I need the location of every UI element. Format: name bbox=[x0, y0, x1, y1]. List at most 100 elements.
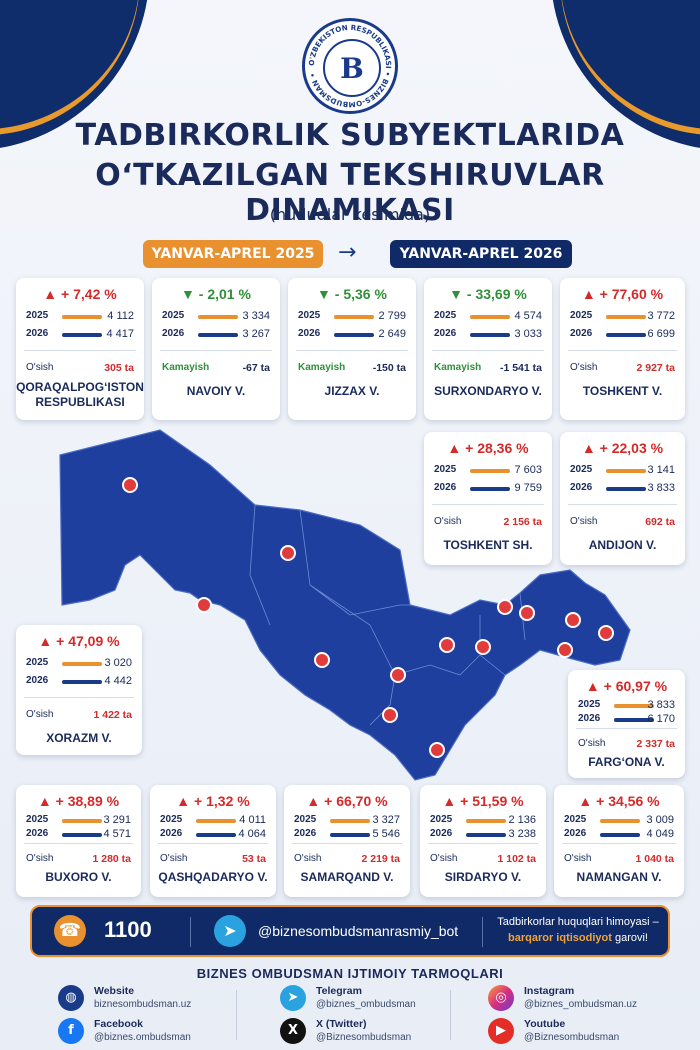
divider bbox=[24, 697, 134, 698]
row-2026: 2026 4 442 bbox=[26, 675, 132, 689]
change-percent: ▲ + 7,42 % bbox=[43, 286, 117, 302]
divider bbox=[432, 350, 544, 351]
row-2025: 2025 3 334 bbox=[162, 310, 270, 324]
hotline-number[interactable]: 1100 bbox=[104, 917, 152, 942]
change-percent: ▲ + 47,09 % bbox=[38, 633, 120, 649]
bar-2025 bbox=[470, 469, 510, 473]
row-2025: 2025 2 799 bbox=[298, 310, 406, 324]
map-pins bbox=[122, 477, 614, 758]
divider bbox=[568, 350, 677, 351]
region-name: NAMANGAN V. bbox=[576, 870, 662, 884]
change-percent: ▲ + 34,56 % bbox=[578, 793, 660, 809]
year-label: 2025 bbox=[26, 310, 49, 321]
logo-letter: B bbox=[323, 39, 381, 97]
row-2026: 2026 4 064 bbox=[160, 828, 266, 842]
year-label: 2025 bbox=[160, 814, 183, 825]
social-handle: @biznes.ombudsman bbox=[94, 1032, 191, 1043]
bar-2025 bbox=[334, 315, 374, 319]
region-card: ▼ - 5,36 % 2025 2 799 2026 2 649 Kamayis… bbox=[288, 278, 416, 420]
region-name: TOSHKENT SH. bbox=[443, 538, 533, 552]
value-2025: 4 574 bbox=[514, 310, 542, 322]
year-label: 2026 bbox=[570, 328, 593, 339]
map-pin bbox=[519, 605, 535, 621]
region-card: ▲ + 66,70 % 2025 3 327 2026 5 546 O'sish… bbox=[284, 785, 410, 897]
social-handle: @biznes_ombudsman bbox=[316, 999, 416, 1010]
divider bbox=[190, 917, 191, 947]
row-2026: 2026 4 049 bbox=[564, 828, 674, 842]
delta-label: O'sish bbox=[570, 516, 598, 527]
delta-value: -150 ta bbox=[372, 362, 406, 374]
social-handle: @Biznesombudsman bbox=[524, 1032, 620, 1043]
page-title-line1: TADBIRKORLIK SUBYEKTLARIDA bbox=[75, 118, 625, 153]
bar-2026 bbox=[196, 833, 236, 837]
social-name: Website bbox=[94, 985, 135, 997]
change-percent: ▼ - 5,36 % bbox=[317, 286, 387, 302]
row-2026: 2026 6 699 bbox=[570, 328, 675, 342]
value-2025: 3 009 bbox=[646, 814, 674, 826]
delta-label: Kamayish bbox=[434, 362, 482, 373]
ombudsman-logo: O'ZBEKISTON RESPUBLIKASI • BIZNES-OMBUDS… bbox=[302, 18, 398, 114]
value-2026: 4 064 bbox=[238, 828, 266, 840]
bar-2025 bbox=[62, 819, 102, 823]
value-2025: 2 136 bbox=[508, 814, 536, 826]
telegram-icon[interactable]: ➤ bbox=[214, 915, 246, 947]
year-label: 2026 bbox=[298, 328, 321, 339]
row-2025: 2025 3 772 bbox=[570, 310, 675, 324]
divider bbox=[432, 504, 544, 505]
region-name: FARG‘ONA V. bbox=[588, 755, 665, 769]
phone-icon[interactable]: ☎ bbox=[54, 915, 86, 947]
value-2025: 3 334 bbox=[242, 310, 270, 322]
value-2025: 3 020 bbox=[104, 657, 132, 669]
region-card: ▲ + 47,09 % 2025 3 020 2026 4 442 O'sish… bbox=[16, 625, 142, 755]
map-pin bbox=[439, 637, 455, 653]
year-label: 2026 bbox=[434, 328, 457, 339]
slogan-highlight: barqaror iqtisodiyot bbox=[508, 932, 612, 944]
delta-value: 1 040 ta bbox=[635, 853, 674, 865]
year-label: 2026 bbox=[434, 482, 457, 493]
change-percent: ▲ + 51,59 % bbox=[442, 793, 524, 809]
value-2025: 4 112 bbox=[107, 310, 134, 322]
year-label: 2025 bbox=[564, 814, 587, 825]
row-2025: 2025 3 020 bbox=[26, 657, 132, 671]
delta-value: 2 927 ta bbox=[636, 362, 675, 374]
delta-value: 2 156 ta bbox=[503, 516, 542, 528]
region-name: NAVOIY V. bbox=[186, 384, 246, 398]
change-percent: ▲ + 77,60 % bbox=[581, 286, 664, 302]
page-title-line2: O‘TKAZILGAN TEKSHIRUVLAR DINAMIKASI bbox=[95, 158, 605, 228]
telegram-bot-link[interactable]: @biznesombudsmanrasmiy_bot bbox=[258, 923, 459, 939]
divider bbox=[428, 843, 538, 844]
delta-label: O'sish bbox=[26, 853, 54, 864]
delta-label: Kamayish bbox=[162, 362, 210, 373]
delta-label: O'sish bbox=[564, 853, 592, 864]
map-pin bbox=[429, 742, 445, 758]
social-name: Instagram bbox=[524, 985, 575, 997]
bar-2026 bbox=[466, 833, 506, 837]
bar-2026 bbox=[62, 680, 102, 684]
delta-label: O'sish bbox=[578, 738, 606, 749]
bar-2025 bbox=[606, 315, 646, 319]
region-name: JIZZAX V. bbox=[324, 384, 380, 398]
row-2026: 2026 3 033 bbox=[434, 328, 542, 342]
telegram-icon: ➤ bbox=[280, 985, 306, 1011]
value-2026: 2 649 bbox=[378, 328, 406, 340]
map-pin bbox=[557, 642, 573, 658]
region-card: ▲ + 22,03 % 2025 3 141 2026 3 833 O'sish… bbox=[560, 432, 685, 565]
bar-2026 bbox=[470, 333, 510, 337]
divider bbox=[236, 990, 237, 1040]
region-card: ▲ + 38,89 % 2025 3 291 2026 4 571 O'sish… bbox=[16, 785, 141, 897]
divider bbox=[292, 843, 402, 844]
delta-label: O'sish bbox=[26, 709, 54, 720]
bar-2025 bbox=[62, 662, 102, 666]
divider bbox=[24, 843, 133, 844]
bar-2025 bbox=[330, 819, 370, 823]
delta-label: O'sish bbox=[434, 516, 462, 527]
bar-2026 bbox=[62, 833, 102, 837]
delta-value: 305 ta bbox=[104, 362, 134, 374]
value-2025: 2 799 bbox=[378, 310, 406, 322]
year-label: 2026 bbox=[564, 828, 587, 839]
year-label: 2025 bbox=[578, 699, 601, 710]
social-name: X (Twitter) bbox=[316, 1018, 367, 1030]
region-name: QASHQADARYO V. bbox=[158, 870, 268, 884]
value-2026: 6 170 bbox=[647, 713, 675, 725]
